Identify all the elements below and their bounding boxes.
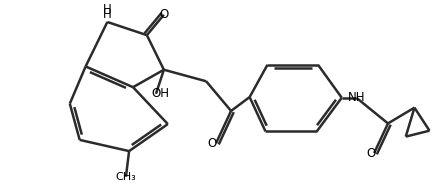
Text: H: H [103,8,112,21]
Text: H: H [103,3,112,16]
Text: NH: NH [348,91,365,104]
Text: CH₃: CH₃ [116,172,136,182]
Text: O: O [159,8,169,21]
Text: OH: OH [152,87,170,100]
Text: O: O [367,147,376,160]
Text: O: O [208,137,217,150]
